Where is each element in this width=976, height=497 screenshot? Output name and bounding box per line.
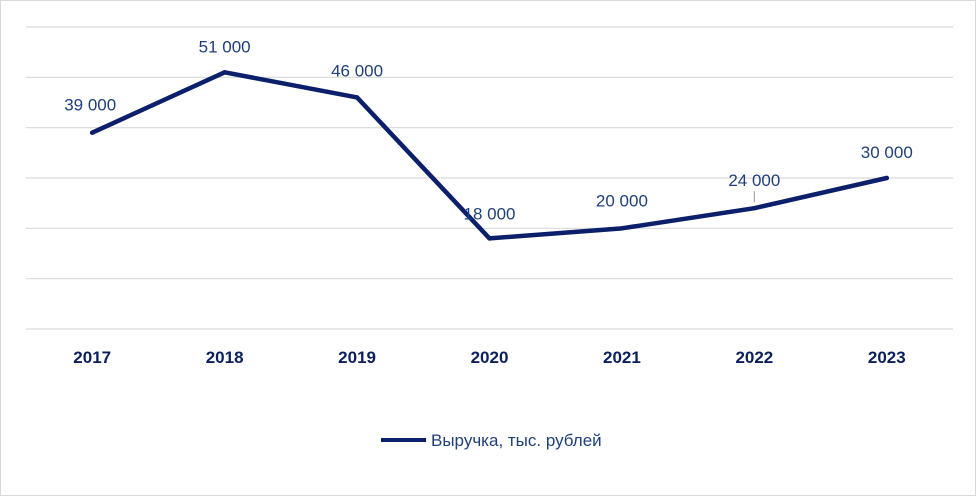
data-label: 30 000: [861, 143, 913, 162]
data-label: 24 000: [728, 171, 780, 190]
data-label: 46 000: [331, 61, 383, 80]
x-tick-label: 2019: [338, 348, 376, 367]
data-point: [222, 70, 227, 75]
gridlines: [26, 26, 953, 330]
data-point: [619, 226, 625, 231]
legend-label: Выручка, тыс. рублей: [431, 431, 602, 450]
x-tick-label: 2020: [471, 348, 509, 367]
x-tick-label: 2017: [73, 348, 111, 367]
data-point: [884, 175, 889, 181]
data-label: 18 000: [464, 204, 516, 223]
data-point: [90, 130, 95, 135]
legend: Выручка, тыс. рублей: [381, 431, 602, 450]
x-tick-label: 2021: [603, 348, 641, 367]
x-tick-label: 2018: [206, 348, 244, 367]
data-label: 51 000: [199, 37, 251, 56]
x-tick-label: 2023: [868, 348, 906, 367]
x-tick-label: 2022: [735, 348, 773, 367]
data-label: 20 000: [596, 191, 648, 210]
data-labels: 39 000 51 000 46 000 18 000 20 000 24 000 30 0…: [64, 37, 913, 223]
series-revenue: [89, 70, 890, 241]
data-point: [487, 236, 492, 241]
data-point: [752, 206, 757, 211]
x-axis-tick-labels: 2017 2018 2019 2020 2021 2022 2023: [73, 348, 905, 367]
data-point: [354, 95, 360, 100]
data-label: 39 000: [64, 96, 116, 115]
